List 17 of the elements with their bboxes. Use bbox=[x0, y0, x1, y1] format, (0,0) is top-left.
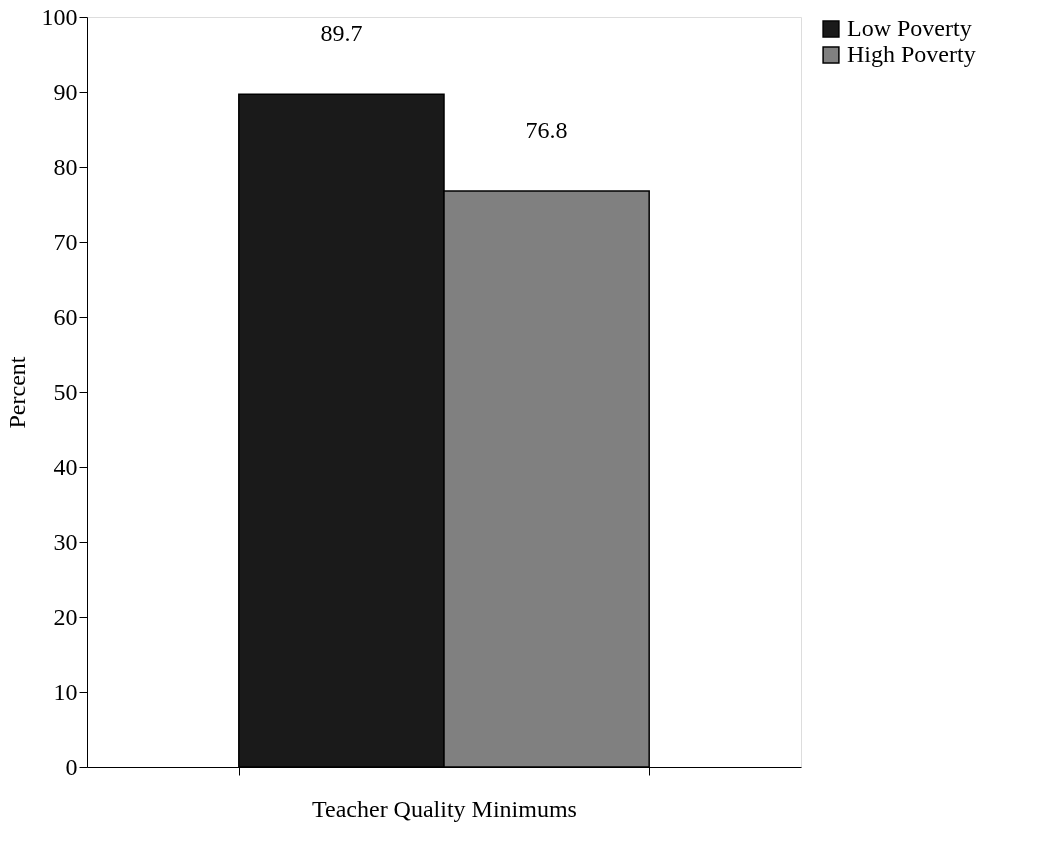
x-tick-label: Teacher Quality Minimums bbox=[312, 795, 577, 822]
y-tick-label: 70 bbox=[53, 228, 78, 255]
y-tick-label: 0 bbox=[65, 753, 78, 780]
y-tick-label: 20 bbox=[53, 603, 78, 630]
data-label: 89.7 bbox=[320, 20, 363, 47]
y-tick-label: 100 bbox=[41, 3, 78, 30]
data-label: 76.8 bbox=[525, 117, 568, 143]
y-tick-label: 50 bbox=[53, 378, 78, 405]
y-axis-title: Percent bbox=[3, 356, 30, 429]
legend-label: High Poverty bbox=[847, 41, 976, 67]
y-tick-label: 60 bbox=[53, 303, 78, 330]
y-tick-label: 30 bbox=[53, 528, 78, 555]
y-tick-label: 10 bbox=[53, 678, 78, 705]
y-tick-label: 80 bbox=[53, 153, 78, 180]
legend-label: Low Poverty bbox=[847, 15, 972, 41]
y-tick-label: 90 bbox=[53, 78, 78, 105]
y-tick-label: 40 bbox=[53, 453, 78, 480]
